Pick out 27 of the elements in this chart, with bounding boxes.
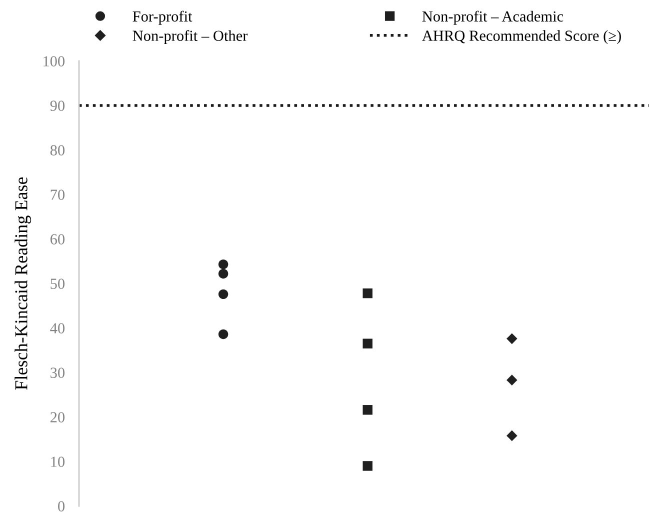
point [506, 430, 518, 442]
point [362, 461, 372, 471]
point [362, 288, 372, 298]
y-tick-label: 40 [50, 323, 65, 334]
y-tick-label: 0 [58, 501, 65, 512]
point [218, 268, 228, 279]
legend-label: AHRQ Recommended Score (≥) [422, 30, 621, 44]
y-tick-label: 20 [50, 412, 65, 422]
y-tick-label: 30 [50, 368, 65, 378]
point [362, 405, 372, 415]
y-tick-label: 100 [44, 56, 65, 66]
point [362, 338, 372, 348]
y-tick-label: 80 [50, 145, 65, 156]
y-tick-label: 70 [50, 190, 65, 200]
legend-label: Non-profit – Academic [422, 10, 564, 25]
point [218, 260, 228, 270]
point [506, 333, 518, 344]
y-tick-label: 50 [50, 278, 65, 289]
legend-label: For-profit [132, 10, 192, 25]
point [218, 289, 228, 300]
y-axis-title: Flesch-Kincaid Reading Ease [14, 177, 32, 390]
point [506, 374, 518, 386]
point [218, 329, 228, 340]
y-tick-label: 90 [50, 100, 65, 111]
y-tick-label: 10 [51, 456, 65, 467]
y-tick-label: 60 [50, 234, 65, 244]
legend-label: Non-profit – Other [132, 30, 248, 44]
